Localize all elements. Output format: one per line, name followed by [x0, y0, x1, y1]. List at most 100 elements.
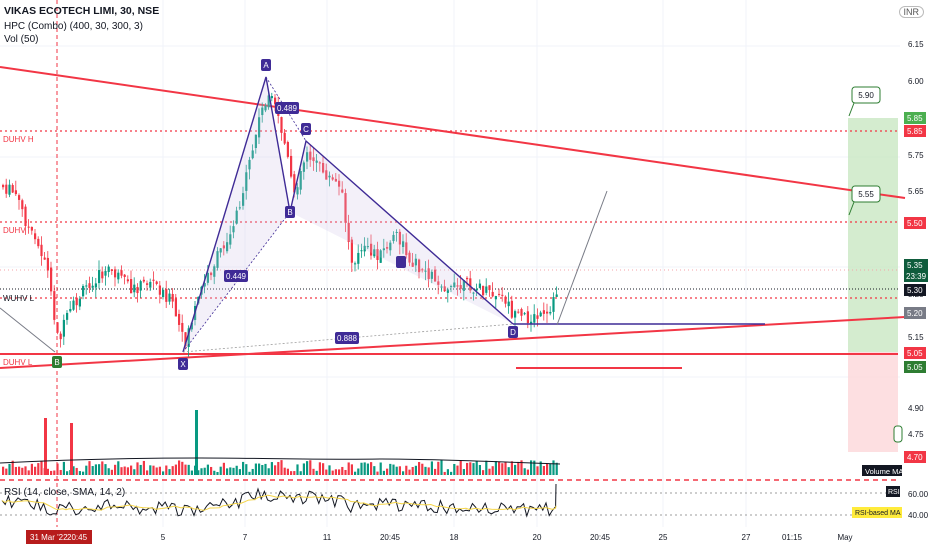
volume-bar: [219, 466, 222, 475]
volume-bar: [104, 464, 107, 475]
volume-bar: [526, 469, 529, 475]
volume-bar: [94, 464, 97, 475]
volume-bar: [523, 468, 526, 475]
take-profit-zone[interactable]: [848, 118, 898, 352]
candle: [37, 238, 40, 247]
volume-bar: [491, 466, 494, 475]
candle: [152, 279, 155, 281]
volume-bar: [277, 461, 280, 475]
point-x-label: X: [180, 360, 186, 369]
volume-bar: [248, 471, 251, 475]
svg-text:6.00: 6.00: [908, 77, 924, 86]
volume-bar: [389, 463, 392, 475]
rsi-axis[interactable]: 60.00 40.00 RSI RSI-based MA: [852, 486, 929, 520]
svg-text:5: 5: [161, 533, 166, 542]
candle: [267, 95, 270, 108]
volume-bar: [398, 466, 401, 475]
volume-bar: [133, 469, 136, 475]
volume-bar: [56, 463, 59, 475]
descending-trendline[interactable]: [0, 66, 906, 199]
candle: [229, 234, 232, 245]
time-cursor-badge: 31 Mar '22 20:45: [26, 530, 92, 544]
ascending-trendline[interactable]: [0, 316, 906, 369]
volume-bar: [210, 466, 213, 475]
volume-bar: [37, 463, 40, 475]
volume-bar: [395, 466, 398, 475]
volume-bar: [440, 460, 443, 475]
candle: [395, 231, 398, 233]
svg-text:5.65: 5.65: [908, 187, 924, 196]
volume-bar: [290, 471, 293, 475]
volume-bar: [40, 460, 43, 475]
candle: [507, 301, 510, 307]
price-axis[interactable]: 6.15 6.00 5.75 5.65 5.25 5.15 4.90 4.75: [908, 40, 924, 439]
duhv-mid-label: DUHV: [3, 226, 26, 235]
candle: [392, 234, 395, 242]
volume-bar: [98, 464, 101, 475]
candle: [344, 193, 347, 223]
volume-bar: [475, 461, 478, 475]
rsi-legend[interactable]: RSI (14, close, SMA, 14, 2): [4, 487, 126, 498]
volume-bar: [408, 469, 411, 475]
candle: [283, 132, 286, 144]
svg-text:7: 7: [243, 533, 248, 542]
volume-bar: [184, 464, 187, 475]
volume-bar: [488, 468, 491, 475]
candle: [110, 269, 113, 272]
harmonic-pattern[interactable]: [182, 76, 765, 353]
candle: [306, 152, 309, 162]
candle: [139, 281, 142, 291]
volume-bar: [50, 470, 53, 475]
candle: [75, 297, 78, 306]
candle: [235, 210, 238, 224]
symbol-title[interactable]: VIKAS ECOTECH LIMI, 30, NSE: [4, 5, 160, 17]
volume-bar: [117, 461, 120, 475]
candle: [437, 281, 440, 285]
candle: [101, 271, 104, 279]
candle: [222, 245, 225, 249]
candle: [414, 258, 417, 266]
candle: [456, 285, 459, 287]
candle: [40, 244, 43, 257]
svg-text:5.85: 5.85: [907, 127, 923, 136]
candle: [216, 251, 219, 268]
volume-bar: [430, 461, 433, 475]
candle: [136, 286, 139, 294]
volume-bars: [2, 460, 558, 475]
point-d-label: D: [510, 328, 516, 337]
volume-bar: [373, 466, 376, 475]
candle: [530, 321, 533, 324]
volume-bar: [107, 468, 110, 475]
candle: [162, 289, 165, 298]
callouts[interactable]: 5.90 5.55: [848, 86, 903, 443]
stop-loss-zone[interactable]: [848, 352, 898, 452]
svg-text:5.85: 5.85: [907, 114, 923, 123]
svg-text:5.50: 5.50: [907, 219, 923, 228]
candle: [91, 285, 94, 288]
left-trendline-stub[interactable]: [0, 307, 56, 353]
volume-bar: [126, 467, 129, 475]
indicator-legend[interactable]: HPC (Combo) (400, 30, 300, 3): [4, 21, 143, 32]
volume-bar: [264, 463, 267, 475]
candle: [43, 257, 46, 260]
candle: [366, 246, 369, 248]
volume-bar: [168, 469, 171, 475]
candle: [315, 160, 318, 163]
volume-bar: [414, 465, 417, 475]
candle: [274, 97, 277, 105]
candle: [466, 277, 469, 280]
candle: [546, 311, 549, 314]
candle: [475, 288, 478, 291]
volume-bar: [494, 461, 497, 475]
candle: [85, 285, 88, 287]
svg-text:01:15: 01:15: [782, 533, 803, 542]
svg-text:6.15: 6.15: [908, 40, 924, 49]
volume-bar: [226, 468, 229, 475]
time-axis[interactable]: 5 7 11 20:45 18 20 20:45 25 27 01:15 May: [161, 533, 853, 542]
rsi-ma-badge: RSI-based MA: [855, 510, 901, 517]
volume-bar: [120, 467, 123, 475]
volume-legend[interactable]: Vol (50): [4, 34, 39, 45]
volume-bar: [130, 465, 133, 475]
currency-badge[interactable]: INR: [898, 6, 924, 18]
